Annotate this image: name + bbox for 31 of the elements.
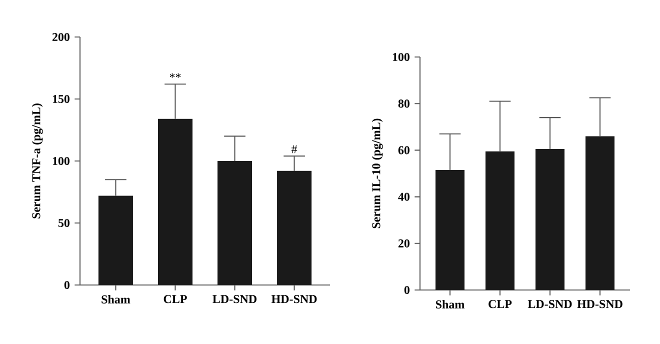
- x-tick-label: CLP: [164, 295, 187, 304]
- x-tick-label: Sham: [436, 300, 464, 308]
- x-tick-label: Sham: [102, 295, 130, 304]
- y-axis-title: Serum TNF-a (pg/mL): [32, 104, 43, 218]
- x-tick-label: HD-SND: [271, 295, 317, 304]
- x-tick-label: LD-SND: [212, 295, 256, 304]
- bar: [158, 118, 193, 285]
- bar: [277, 170, 312, 285]
- y-tick-label: 0: [64, 280, 70, 290]
- bar: [218, 161, 252, 285]
- bar: [98, 196, 133, 285]
- annotation: #: [292, 145, 298, 154]
- y-axis-title: Serum IL-10 (pg/mL): [372, 118, 383, 228]
- bar: [586, 136, 614, 290]
- y-tick-label: 40: [398, 192, 410, 201]
- y-tick-label: 20: [398, 239, 410, 248]
- y-tick-label: 100: [52, 156, 70, 166]
- x-tick-label: LD-SND: [528, 300, 572, 308]
- y-tick-label: 100: [392, 52, 410, 62]
- y-tick-label: 80: [398, 100, 410, 108]
- y-tick-label: 60: [398, 146, 410, 154]
- annotation: **: [170, 73, 181, 78]
- bar: [436, 170, 465, 290]
- y-tick-label: 200: [52, 32, 70, 42]
- bar: [536, 149, 564, 290]
- y-tick-label: 50: [58, 218, 70, 228]
- bar: [486, 151, 515, 290]
- y-tick-label: 0: [404, 286, 410, 294]
- x-tick-label: HD-SND: [577, 300, 622, 308]
- x-tick-label: CLP: [488, 300, 512, 308]
- y-tick-label: 150: [52, 94, 70, 104]
